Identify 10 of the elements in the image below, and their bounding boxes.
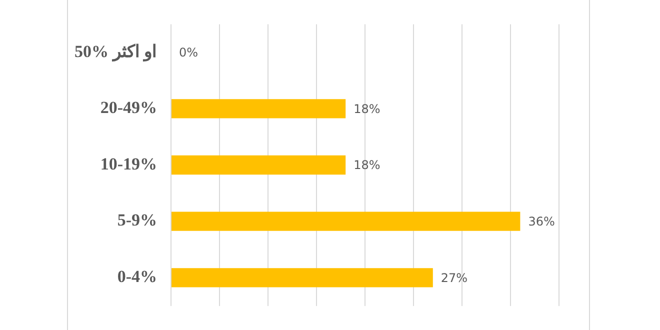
y-tick-label: 5-9% <box>117 210 157 230</box>
data-label: 36% <box>528 214 555 228</box>
data-label: 18% <box>354 102 380 116</box>
y-tick-label: 0-4% <box>117 267 157 286</box>
y-tick-label: 50% او اكثر <box>74 42 157 62</box>
data-label: 18% <box>354 158 380 172</box>
y-tick-label: 10-19% <box>100 154 157 174</box>
data-label: 0% <box>179 45 198 60</box>
data-label: 27% <box>440 270 468 285</box>
y-tick-label: 20-49% <box>100 98 157 118</box>
